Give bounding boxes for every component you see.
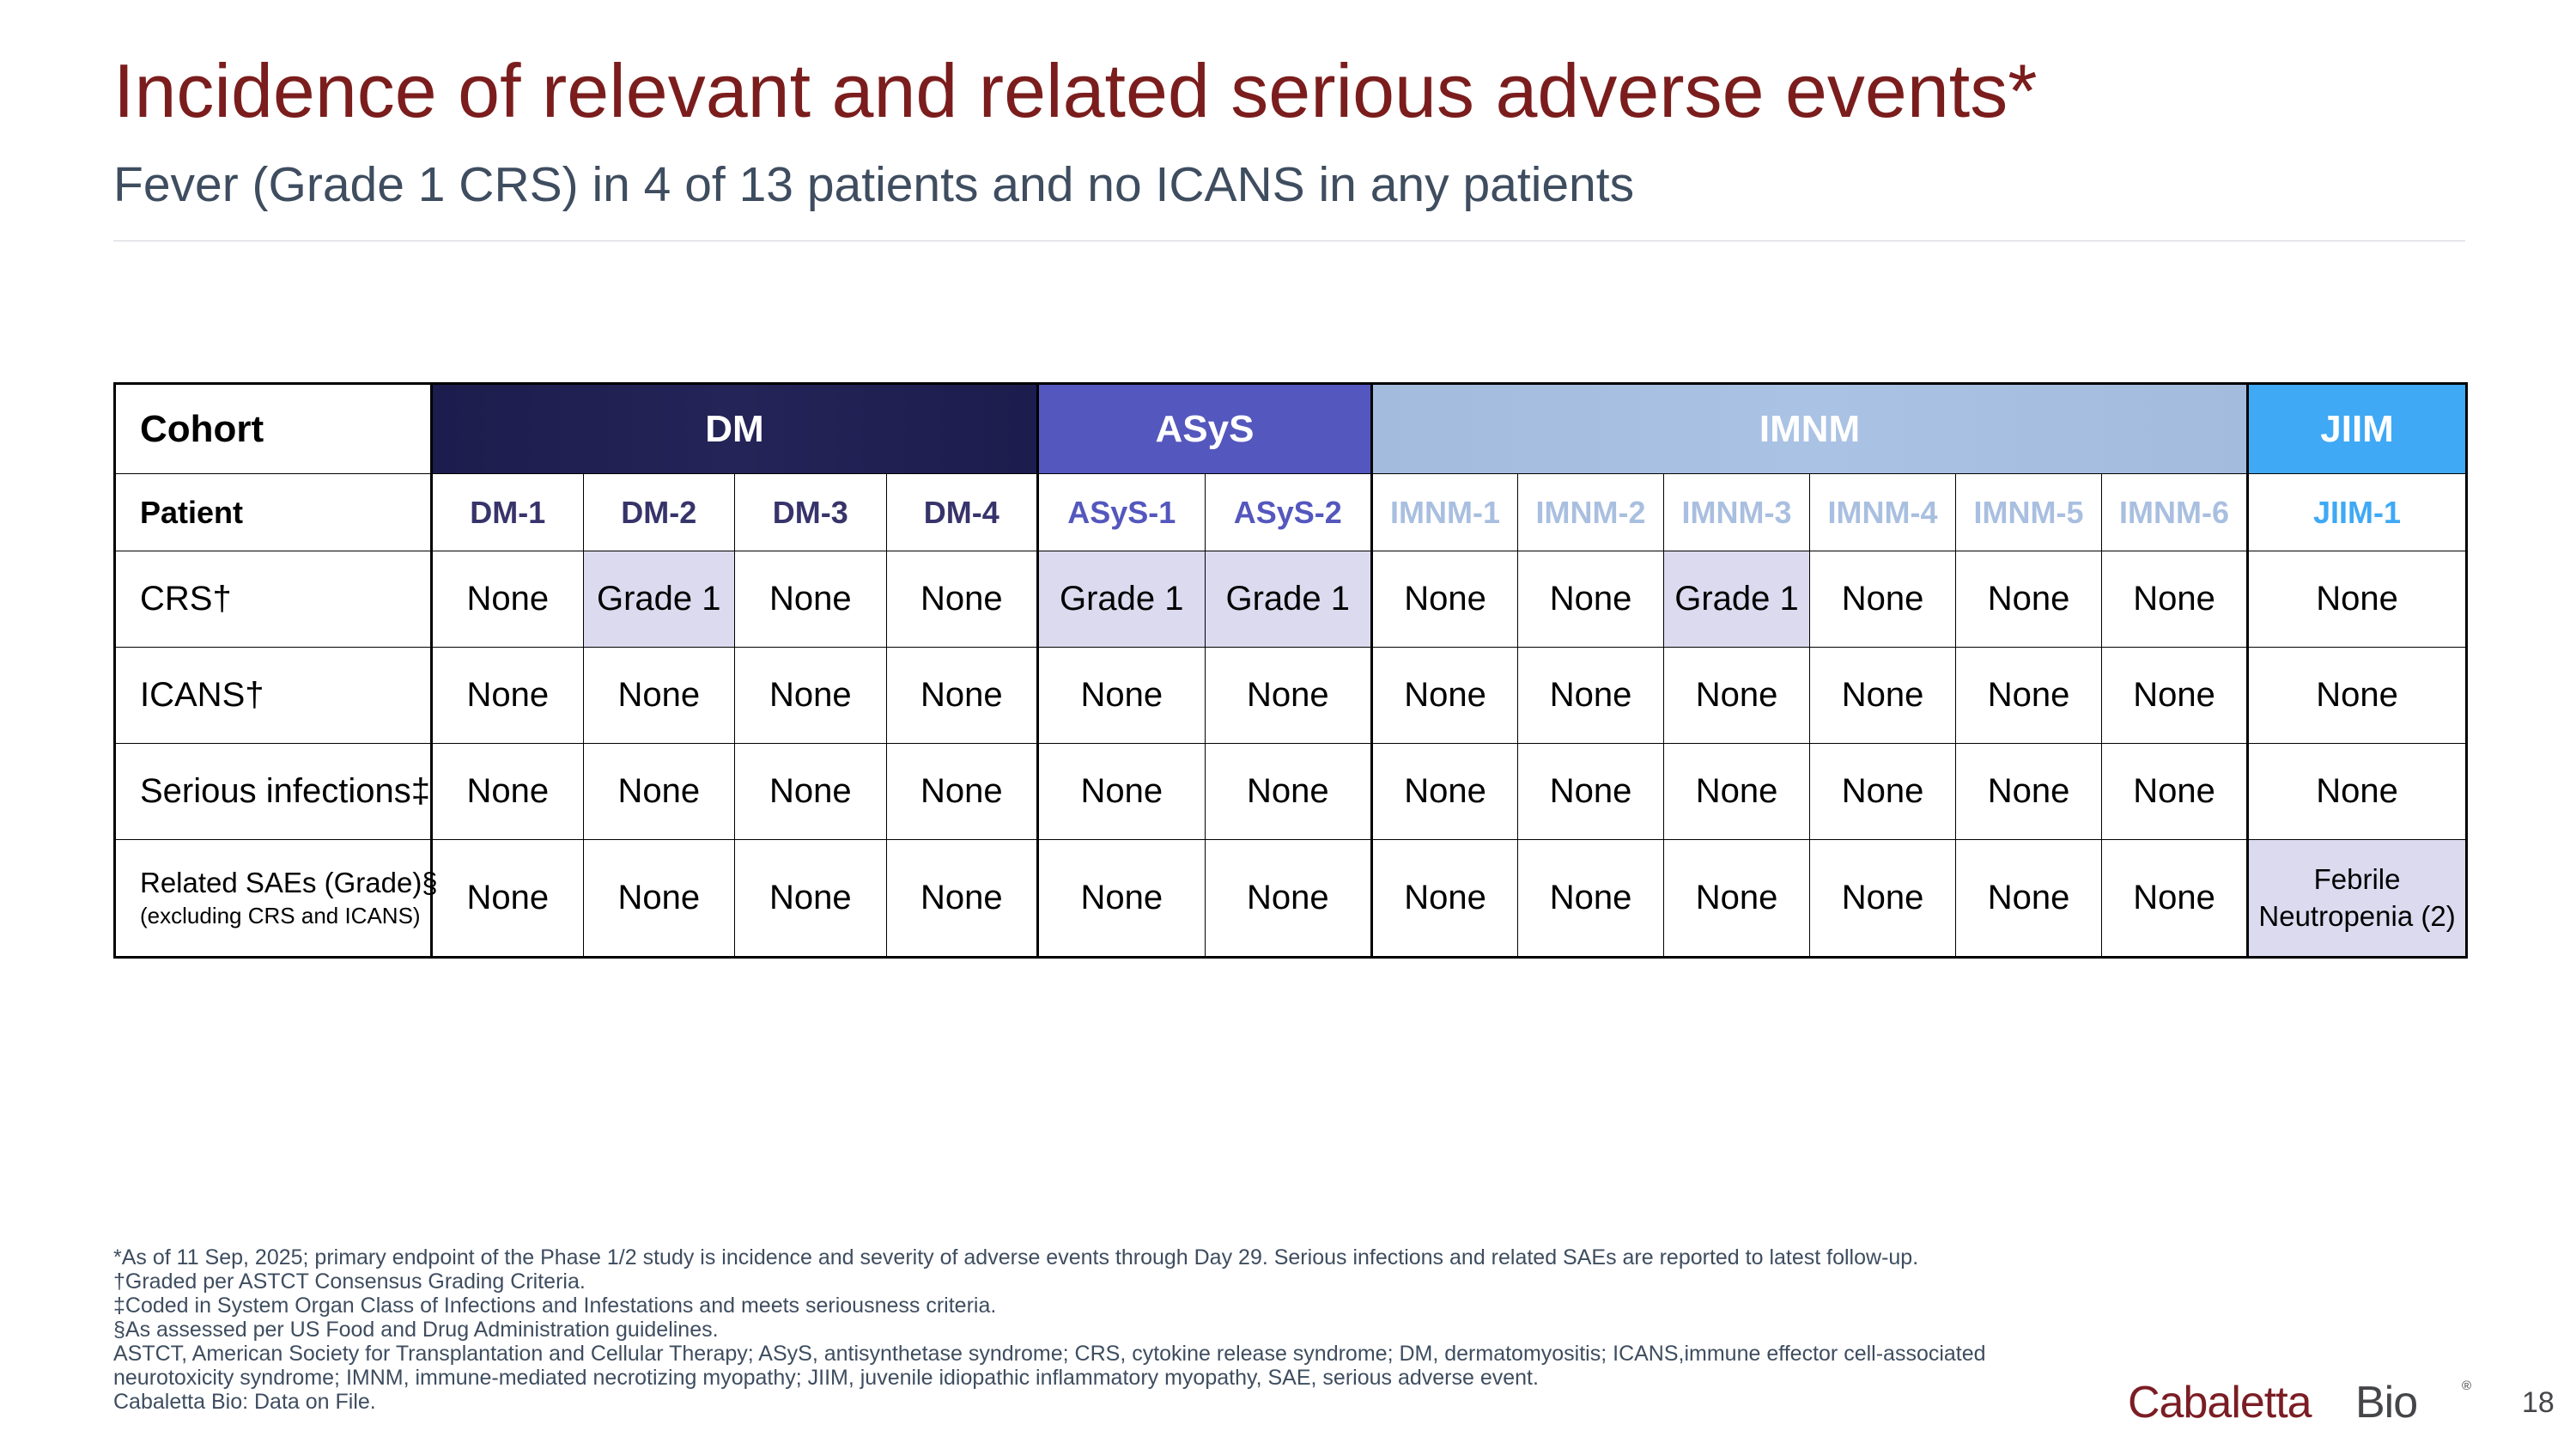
- svg-text:Cabaletta: Cabaletta: [2128, 1378, 2312, 1428]
- svg-text:®: ®: [2462, 1379, 2471, 1393]
- svg-text:Bio: Bio: [2355, 1378, 2417, 1428]
